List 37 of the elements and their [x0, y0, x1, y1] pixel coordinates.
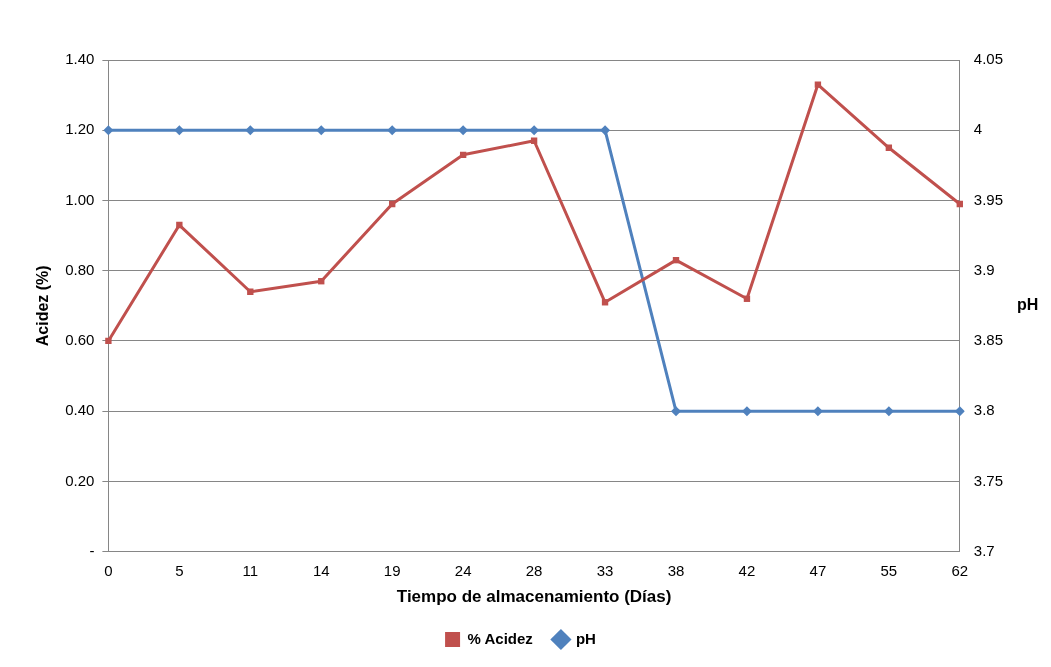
y2-tick-label: 3.8	[973, 401, 995, 419]
x-tick-label: 28	[525, 561, 543, 579]
y-tick-label: 1.20	[65, 120, 95, 138]
x-tick-label: 14	[312, 561, 330, 579]
x-tick-label: 19	[383, 561, 401, 579]
y-tick-label: 1.40	[65, 50, 95, 68]
y-axis-title: Acidez (%)	[34, 265, 52, 347]
point	[176, 221, 183, 229]
x-tick-label: 24	[454, 561, 472, 579]
x-tick-label: 47	[809, 561, 827, 579]
y-tick-label: 0.20	[65, 471, 95, 489]
point	[105, 337, 112, 345]
y-tick-label: -	[89, 541, 95, 559]
x-tick-label: 55	[880, 561, 898, 579]
y-tick-label: 0.40	[65, 401, 95, 419]
x-tick-label: 5	[175, 561, 184, 579]
x-tick-label: 11	[242, 561, 259, 579]
y2-tick-label: 3.85	[973, 331, 1004, 349]
legend-label: % Acidez	[467, 629, 533, 647]
y2-tick-label: 3.95	[973, 190, 1004, 208]
y2-tick-label: 3.75	[973, 471, 1004, 489]
point	[814, 81, 822, 88]
x-tick-label: 38	[667, 561, 685, 579]
y2-axis-title: pH	[1017, 296, 1039, 314]
x-tick-label: 33	[596, 561, 614, 579]
y-tick-label: 1.00	[65, 190, 95, 208]
y-tick-label: 0.80	[65, 260, 95, 278]
x-tick-label: 62	[951, 561, 969, 579]
legend-label: pH	[575, 629, 596, 647]
y2-tick-label: 4.05	[973, 50, 1004, 68]
x-axis-title: Tiempo de almacenamiento (Días)	[396, 587, 672, 607]
x-tick-label: 0	[104, 561, 113, 579]
x-tick-label: 42	[738, 561, 756, 579]
y2-tick-label: 3.9	[973, 260, 995, 278]
y2-tick-label: 3.7	[973, 541, 995, 559]
y-tick-label: 0.60	[65, 331, 95, 349]
y2-tick-label: 4	[973, 120, 983, 138]
